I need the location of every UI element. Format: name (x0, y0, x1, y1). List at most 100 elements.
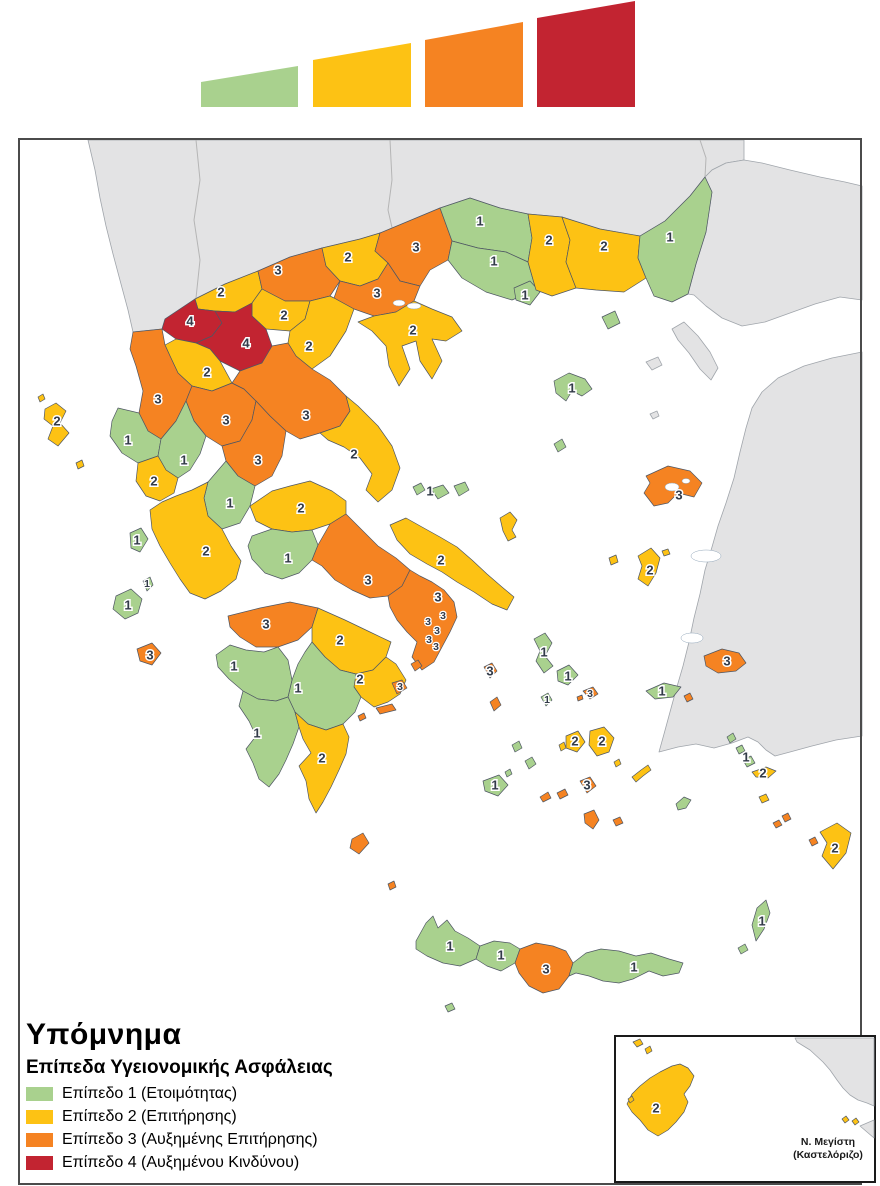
region-tinos (556, 664, 579, 686)
inset-island-1 (632, 1038, 644, 1048)
region-kalymnos (742, 755, 756, 768)
label-chalkidiki: 2 (409, 323, 416, 338)
legend-item-level3: Επίπεδο 3 (Αυξημένης Επιτήρησης) (26, 1131, 426, 1148)
label-rodos: 2 (831, 841, 838, 856)
gulf-kusadasi (680, 632, 704, 644)
label-naxos: 2 (598, 734, 605, 749)
region-sporades-alonissos (453, 481, 470, 497)
label-pella: 3 (274, 263, 281, 278)
label-zakynthos: 3 (146, 648, 153, 663)
inset-megisti: 2 Ν. Μεγίστη (Καστελόριζο) (614, 1035, 876, 1183)
label-syros: 1 (544, 694, 550, 706)
label-mykonos: 3 (587, 688, 593, 700)
region-milos (482, 774, 509, 797)
label-chios: 2 (646, 563, 653, 578)
region-karpathos (751, 899, 771, 942)
label-messinia: 1 (253, 726, 260, 741)
label-fthiotida: 2 (297, 501, 304, 516)
label-arta: 1 (180, 453, 187, 468)
risk-level-ramp (201, 1, 635, 107)
level3-swatch (26, 1133, 53, 1147)
region-aegina (410, 659, 423, 672)
country-border-1 (193, 139, 201, 299)
region-achaia (227, 601, 319, 648)
label-rethymno: 1 (497, 948, 504, 963)
label-ilia: 1 (230, 659, 237, 674)
region-lakonia (294, 711, 350, 814)
label-paros: 2 (571, 734, 578, 749)
label-limnos: 1 (568, 381, 575, 396)
ramp-step-1 (201, 66, 298, 107)
region-fournoi (683, 692, 694, 703)
label-attiki-east: 3 (434, 590, 441, 605)
label-andros: 1 (540, 645, 547, 660)
label-lesvos: 3 (675, 488, 682, 503)
legend-item-label: Επίπεδο 3 (Αυξημένης Επιτήρησης) (62, 1131, 318, 1148)
label-kos: 2 (759, 766, 766, 781)
region-kasos (737, 943, 749, 955)
region-kimolos (504, 768, 513, 778)
label-kilkis: 2 (344, 250, 351, 265)
region-chalki (808, 836, 819, 847)
region-mykonos (582, 686, 599, 700)
legend-title: Υπόμνημα (26, 1018, 182, 1051)
region-ikaria (645, 682, 682, 700)
region-paxoi (75, 459, 85, 470)
label-attiki-6: 3 (433, 641, 439, 653)
lake-koronia (392, 299, 406, 307)
label-lefkada: 1 (133, 533, 140, 548)
label-evrytania: 1 (226, 496, 233, 511)
region-limnos (553, 372, 593, 402)
label-lakonia: 2 (318, 751, 325, 766)
region-delos (576, 694, 584, 702)
label-kalymnos: 1 (742, 750, 749, 765)
region-paros (565, 730, 586, 753)
legend-item-level4: Επίπεδο 4 (Αυξημένου Κινδύνου) (26, 1154, 426, 1171)
region-sporades-skopelos (430, 484, 450, 500)
region-naxos (588, 726, 615, 757)
region-samos (703, 648, 747, 674)
region-amorgos (631, 764, 652, 783)
region-irakleio (514, 942, 574, 994)
region-antikythira (387, 880, 397, 891)
greek-regions (37, 176, 852, 1013)
label-argolida: 2 (356, 672, 363, 687)
inset-island-2 (644, 1045, 653, 1055)
label-evia: 2 (437, 553, 444, 568)
region-chios (637, 547, 661, 587)
region-rodos (819, 822, 852, 870)
region-ithaki (142, 576, 154, 592)
legend-item-label: Επίπεδο 1 (Ετοιμότητας) (62, 1085, 238, 1102)
region-psara (608, 554, 619, 566)
label-thessaloniki: 3 (373, 286, 380, 301)
region-ios (579, 776, 597, 794)
inset-caption-line1: Ν. Μεγίστη (801, 1136, 855, 1148)
label-attiki-2: 3 (440, 610, 446, 622)
region-ilia (215, 644, 293, 702)
water-features (392, 299, 722, 644)
label-florina: 2 (217, 285, 224, 300)
region-diapontia (37, 393, 46, 403)
legend: Υπόμνημα Επίπεδα Υγειονομικής Ασφάλειας … (26, 1018, 426, 1171)
label-chania: 1 (446, 939, 453, 954)
legend-item-level2: Επίπεδο 2 (Επιτήρησης) (26, 1108, 426, 1125)
label-irakleio: 3 (542, 962, 549, 977)
region-lasithi (568, 948, 684, 984)
region-santorini (583, 809, 600, 830)
region-poros (391, 679, 408, 695)
inset-caption-line2: (Καστελόριζο) (793, 1149, 863, 1161)
label-aitoloakarnania: 2 (202, 544, 209, 559)
region-oinousses (661, 548, 671, 557)
label-achaia: 3 (262, 617, 269, 632)
gulf-gera (681, 478, 691, 484)
region-spetses (357, 712, 367, 722)
region-sikinos (556, 788, 569, 800)
region-preveza (135, 455, 179, 502)
gulf-izmir (690, 549, 722, 563)
region-folegandros (539, 791, 552, 803)
legend-item-label: Επίπεδο 4 (Αυξημένου Κινδύνου) (62, 1154, 300, 1171)
label-thesprotia: 1 (124, 433, 131, 448)
label-karditsa: 3 (254, 453, 261, 468)
